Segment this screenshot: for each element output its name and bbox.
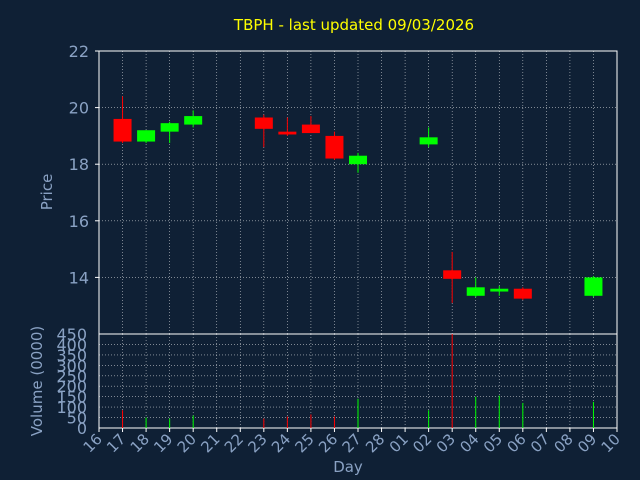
volume-tick-label: 100 (56, 398, 87, 417)
volume-tick-label: 450 (56, 325, 87, 344)
day-axis-label: Day (333, 458, 363, 476)
price-tick-label: 16 (69, 212, 89, 231)
volume-tick-label: 350 (56, 346, 87, 365)
candle-body (419, 137, 438, 145)
price-axis-label: Price (38, 174, 56, 211)
volume-tick-label: 300 (56, 356, 87, 375)
volume-tick-label: 200 (56, 377, 87, 396)
volume-tick-label: 250 (56, 367, 87, 386)
price-tick-label: 20 (69, 99, 89, 118)
volume-axis-label: Volume (0000) (28, 326, 46, 436)
candle-body (160, 123, 179, 132)
volume-tick-label: 150 (56, 388, 87, 407)
candle-body (466, 287, 485, 296)
candle-body (278, 131, 297, 135)
candle-body (513, 288, 532, 299)
candle-body (137, 130, 156, 142)
volume-tick-label: 0 (77, 419, 87, 438)
volume-tick-label: 50 (67, 409, 87, 428)
price-tick-label: 22 (69, 42, 89, 61)
candle-body (301, 124, 320, 134)
candle-body (113, 118, 132, 142)
candle-body (490, 288, 509, 292)
candle-body (443, 270, 462, 279)
price-tick-label: 18 (69, 155, 89, 174)
price-tick-label: 14 (69, 268, 89, 287)
chart-title: TBPH - last updated 09/03/2026 (233, 16, 474, 34)
candle-body (254, 117, 273, 129)
candle-body (584, 277, 603, 296)
candle-body (184, 116, 203, 125)
volume-tick-label: 400 (56, 335, 87, 354)
candle-body (349, 155, 367, 165)
candle-body (325, 135, 344, 159)
